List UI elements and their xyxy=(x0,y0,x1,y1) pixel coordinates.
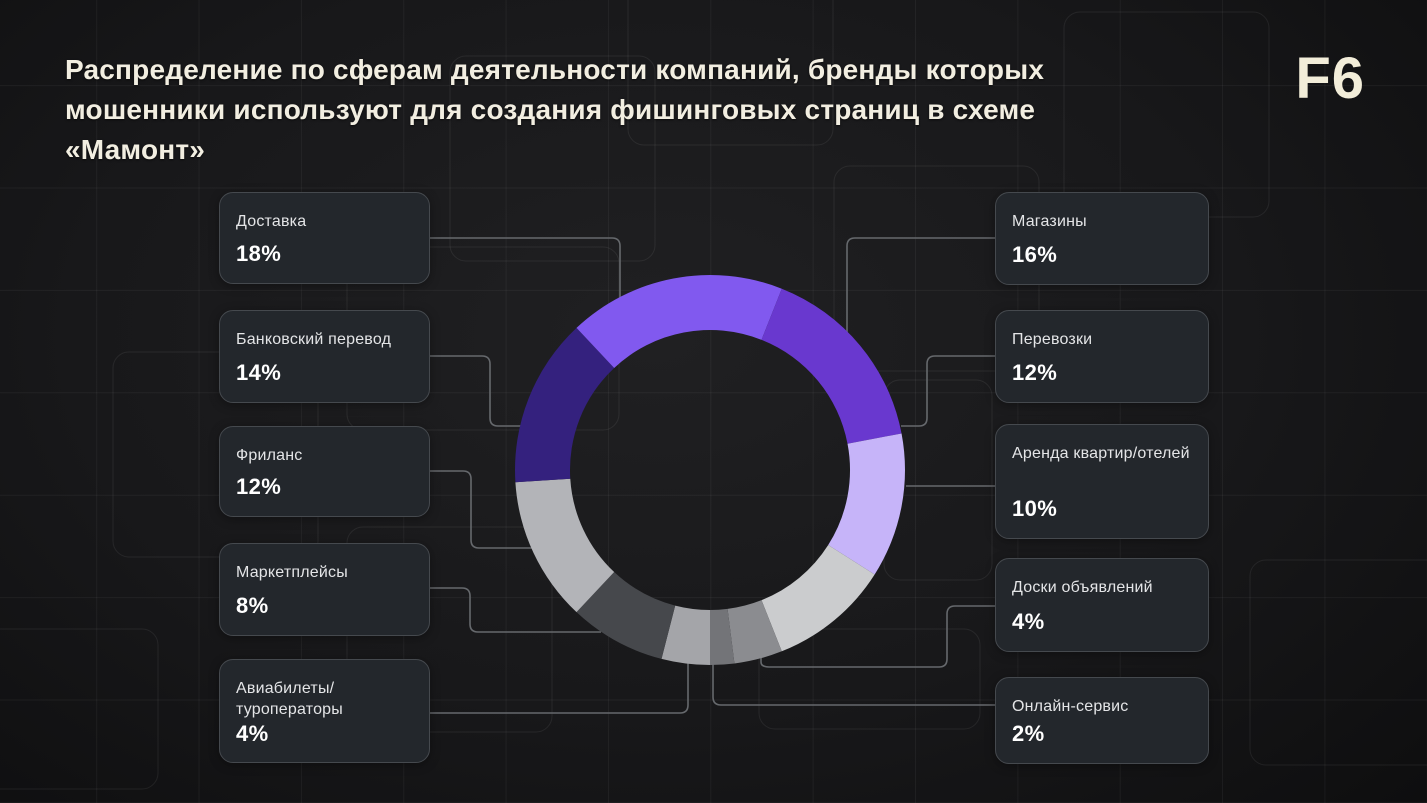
category-card: Авиабилеты/туроператоры 4% xyxy=(219,659,430,763)
donut-segment xyxy=(710,608,735,665)
connector-line xyxy=(430,587,601,633)
page-title-line1: Распределение по сферам деятельности ком… xyxy=(65,54,1045,85)
page-title: Распределение по сферам деятельности ком… xyxy=(65,50,1165,170)
grid-rect xyxy=(627,0,834,146)
connector-line xyxy=(430,237,621,302)
category-card-value: 14% xyxy=(236,360,282,385)
grid-rect xyxy=(0,628,159,790)
donut-chart xyxy=(515,274,906,665)
connector-line xyxy=(846,237,996,333)
connector-line xyxy=(430,470,532,549)
category-card-value: 18% xyxy=(236,241,282,266)
page-title-line2: мошенники используют для создания фишинг… xyxy=(65,94,1036,165)
donut-segment xyxy=(515,478,615,613)
category-card: Маркетплейсы 8% xyxy=(219,543,430,636)
donut-segment xyxy=(576,572,676,659)
category-card: Фриланс 12% xyxy=(219,426,430,517)
category-card-value: 12% xyxy=(236,474,282,499)
connector-line xyxy=(760,605,996,668)
connector-line xyxy=(430,355,523,427)
category-card: Онлайн-сервис 2% xyxy=(995,677,1209,764)
category-card-value: 8% xyxy=(236,593,269,618)
connector-line xyxy=(901,355,996,427)
category-card: Аренда квартир/отелей 10% xyxy=(995,424,1209,539)
category-card-value: 16% xyxy=(1012,242,1058,267)
grid-rect xyxy=(1249,559,1427,766)
category-card: Магазины 16% xyxy=(995,192,1209,285)
category-card-value: 4% xyxy=(236,720,269,746)
f6-logo: F6 xyxy=(1295,46,1365,111)
category-card-value: 12% xyxy=(1012,360,1058,385)
category-card-label: Банковский перевод xyxy=(236,331,392,348)
category-card: Доставка 18% xyxy=(219,192,430,284)
category-card: Доски объявлений 4% xyxy=(995,558,1209,652)
donut-segment xyxy=(576,274,782,368)
category-card-label: Перевозки xyxy=(1012,331,1093,348)
donut-segment xyxy=(828,433,906,575)
category-card-label: Онлайн-сервис xyxy=(1012,698,1129,715)
donut-segment xyxy=(661,605,710,665)
connector-line xyxy=(712,663,996,706)
grid-rect xyxy=(449,55,656,262)
category-card-label: Магазины xyxy=(1012,213,1087,230)
connector-line xyxy=(430,661,689,714)
category-card-label: Доски объявлений xyxy=(1012,579,1153,596)
donut-segment xyxy=(761,545,875,652)
donut-segment xyxy=(727,600,782,664)
category-card-label: Доставка xyxy=(236,213,307,230)
category-card-value: 4% xyxy=(1012,609,1045,634)
connector-lines xyxy=(430,237,996,714)
category-card-label: Маркетплейсы xyxy=(236,564,348,581)
donut-segment xyxy=(761,288,902,444)
category-card-label: Авиабилеты/туроператоры xyxy=(236,680,343,718)
category-card-label: Фриланс xyxy=(236,447,303,464)
category-card: Банковский перевод 14% xyxy=(219,310,430,403)
category-card: Перевозки 12% xyxy=(995,310,1209,403)
category-card-value: 10% xyxy=(1012,496,1058,521)
category-card-value: 2% xyxy=(1012,721,1045,746)
grid-rect xyxy=(758,628,981,730)
donut-segment xyxy=(515,327,615,483)
category-card-label: Аренда квартир/отелей xyxy=(1012,445,1190,462)
